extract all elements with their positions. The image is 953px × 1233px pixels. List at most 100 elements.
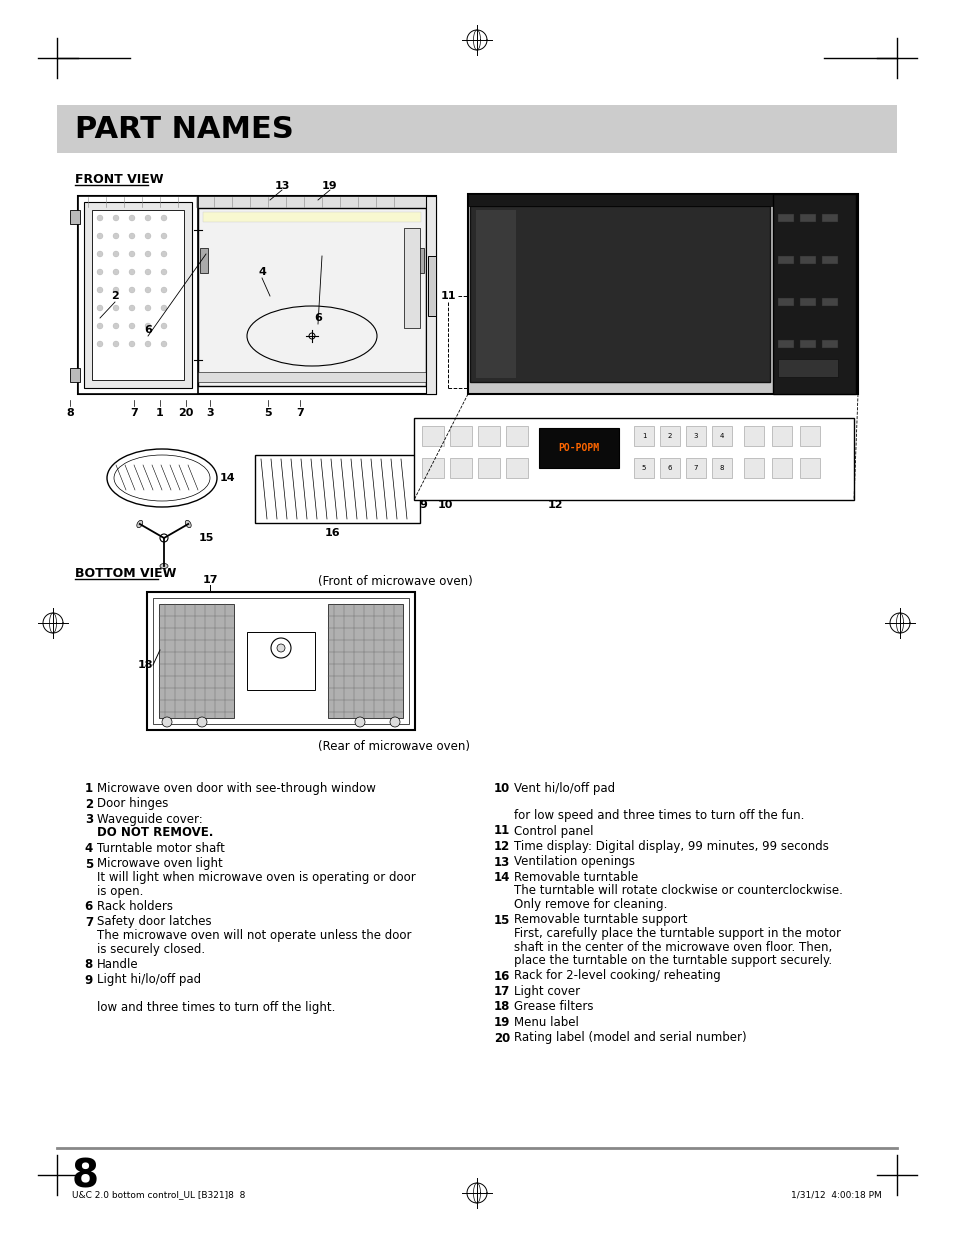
Text: First, carefully place the turntable support in the motor: First, carefully place the turntable sup… — [514, 927, 841, 940]
Circle shape — [97, 233, 103, 239]
Bar — [428, 256, 436, 316]
Text: Grease filters: Grease filters — [514, 1000, 593, 1014]
Circle shape — [161, 233, 167, 239]
Text: 16: 16 — [493, 969, 510, 983]
Circle shape — [129, 287, 135, 293]
Text: 14: 14 — [493, 870, 510, 884]
Bar — [328, 604, 402, 718]
Text: 7: 7 — [85, 915, 92, 928]
Text: 7: 7 — [693, 465, 698, 471]
Circle shape — [145, 342, 151, 346]
Circle shape — [161, 305, 167, 311]
Text: Rack for 2-level cooking/ reheating: Rack for 2-level cooking/ reheating — [514, 969, 720, 983]
Text: 11: 11 — [494, 825, 510, 837]
Bar — [505, 457, 527, 478]
Bar — [70, 367, 80, 382]
Circle shape — [97, 342, 103, 346]
Bar — [476, 210, 516, 379]
Circle shape — [161, 269, 167, 275]
Circle shape — [161, 215, 167, 221]
Text: Waveguide cover:: Waveguide cover: — [97, 813, 203, 826]
Text: 20: 20 — [178, 408, 193, 418]
Bar — [416, 248, 423, 272]
Text: 2: 2 — [85, 798, 92, 810]
Text: 3: 3 — [206, 408, 213, 418]
Ellipse shape — [185, 520, 191, 528]
Text: 4: 4 — [720, 433, 723, 439]
Bar — [659, 425, 679, 446]
Bar — [800, 298, 815, 306]
Bar — [78, 196, 436, 208]
Bar — [711, 457, 731, 478]
Circle shape — [161, 287, 167, 293]
Bar — [800, 256, 815, 264]
Text: 5: 5 — [641, 465, 645, 471]
Bar — [685, 425, 705, 446]
Bar — [403, 228, 419, 328]
Text: 18: 18 — [493, 1000, 510, 1014]
Text: 15: 15 — [198, 533, 213, 543]
Bar — [821, 340, 837, 348]
Bar — [200, 248, 208, 272]
Bar — [821, 298, 837, 306]
Bar — [685, 457, 705, 478]
Circle shape — [129, 269, 135, 275]
Bar — [505, 425, 527, 446]
Text: 1: 1 — [156, 408, 164, 418]
Circle shape — [112, 215, 119, 221]
Text: 6: 6 — [667, 465, 672, 471]
Bar — [468, 194, 857, 395]
Bar — [659, 457, 679, 478]
Circle shape — [97, 287, 103, 293]
Bar — [778, 340, 793, 348]
Circle shape — [145, 252, 151, 256]
Text: 14: 14 — [220, 473, 235, 483]
Circle shape — [112, 323, 119, 329]
Text: Time display: Digital display, 99 minutes, 99 seconds: Time display: Digital display, 99 minute… — [514, 840, 828, 853]
Text: U&C 2.0 bottom control_UL [B321]8  8: U&C 2.0 bottom control_UL [B321]8 8 — [71, 1191, 245, 1200]
Bar — [414, 418, 853, 501]
Text: shaft in the center of the microwave oven floor. Then,: shaft in the center of the microwave ove… — [514, 941, 831, 953]
Bar — [78, 196, 436, 395]
Text: The microwave oven will not operate unless the door: The microwave oven will not operate unle… — [97, 928, 411, 942]
Text: Handle: Handle — [97, 958, 138, 972]
Bar — [771, 457, 791, 478]
Bar — [771, 425, 791, 446]
Text: 1: 1 — [85, 782, 92, 795]
Text: It will light when microwave oven is operating or door: It will light when microwave oven is ope… — [97, 870, 416, 884]
Bar — [778, 256, 793, 264]
Bar — [778, 215, 793, 222]
Text: 3: 3 — [85, 813, 92, 826]
Text: 6: 6 — [314, 313, 321, 323]
Text: (Front of microwave oven): (Front of microwave oven) — [317, 575, 473, 588]
Bar — [421, 457, 443, 478]
Circle shape — [196, 718, 207, 727]
Text: Light hi/lo/off pad: Light hi/lo/off pad — [97, 974, 201, 986]
Circle shape — [129, 233, 135, 239]
Bar — [634, 425, 654, 446]
Bar — [450, 425, 472, 446]
Circle shape — [97, 323, 103, 329]
Text: is open.: is open. — [97, 884, 143, 898]
Circle shape — [161, 252, 167, 256]
Bar — [147, 592, 415, 730]
Bar — [152, 598, 409, 724]
Text: Control panel: Control panel — [514, 825, 593, 837]
Text: 12: 12 — [547, 501, 562, 510]
Circle shape — [129, 305, 135, 311]
Circle shape — [161, 323, 167, 329]
Text: 15: 15 — [493, 914, 510, 926]
Text: 5: 5 — [85, 857, 92, 870]
Bar — [800, 457, 820, 478]
Text: Removable turntable: Removable turntable — [514, 870, 638, 884]
Bar — [634, 457, 654, 478]
Text: Safety door latches: Safety door latches — [97, 915, 212, 928]
Text: 4: 4 — [85, 842, 92, 854]
Text: Rack holders: Rack holders — [97, 900, 172, 912]
Circle shape — [97, 269, 103, 275]
Text: Light cover: Light cover — [514, 985, 579, 997]
Text: FRONT VIEW: FRONT VIEW — [75, 173, 163, 186]
Text: Door hinges: Door hinges — [97, 798, 168, 810]
Bar — [198, 372, 426, 382]
Text: 10: 10 — [436, 501, 453, 510]
